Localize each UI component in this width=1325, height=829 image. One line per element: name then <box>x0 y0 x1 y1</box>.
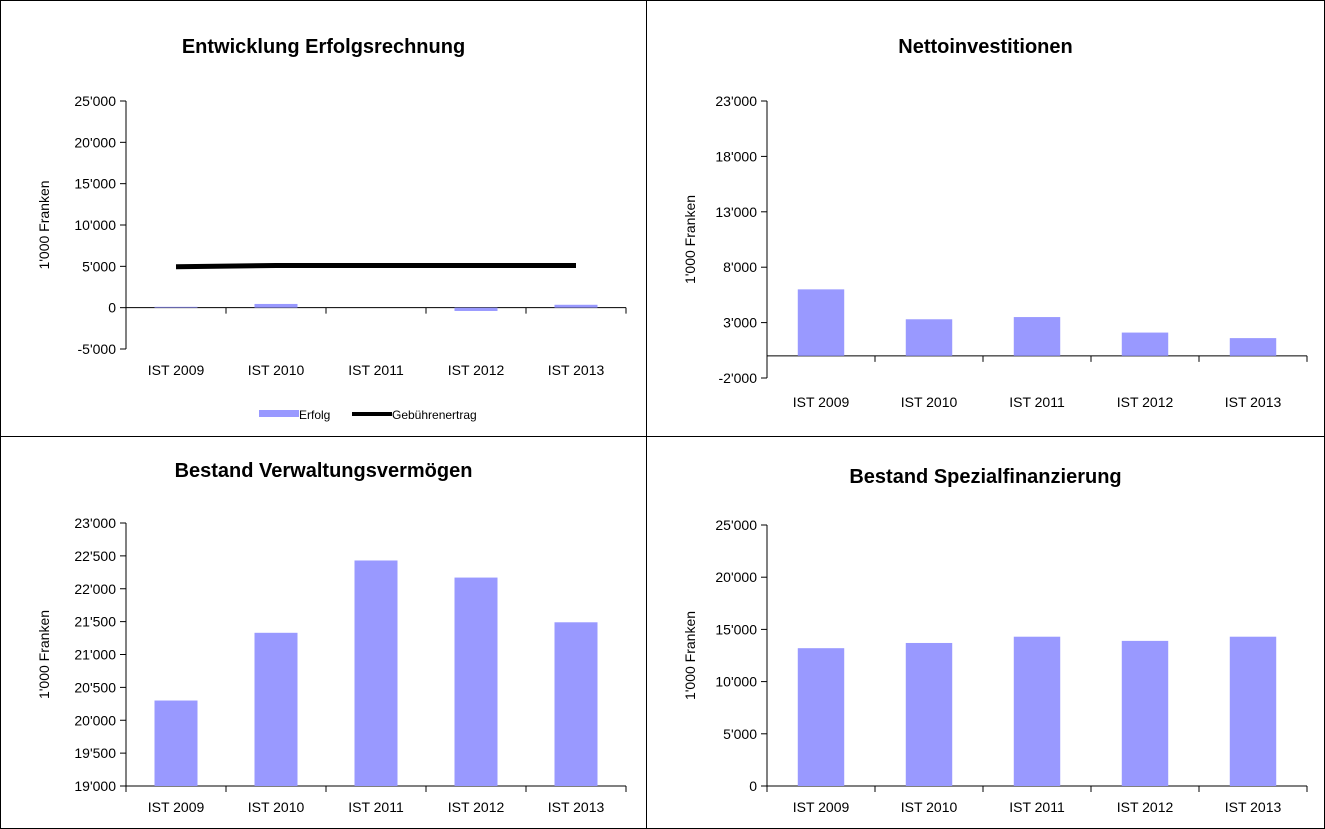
x-tick-label: IST 2011 <box>1009 394 1065 410</box>
x-tick-label: IST 2012 <box>448 799 505 815</box>
x-tick-label: IST 2010 <box>901 799 958 815</box>
legend-label: Gebührenertrag <box>392 408 477 422</box>
y-axis-label: 1'000 Franken <box>36 610 52 699</box>
bar <box>1013 636 1061 786</box>
y-tick-label: 20'000 <box>74 712 116 728</box>
y-tick-label: 18'000 <box>715 148 757 164</box>
series-line <box>175 263 576 270</box>
bar <box>1013 317 1061 356</box>
y-tick-label: 22'000 <box>74 581 116 597</box>
bar <box>154 306 198 308</box>
y-axis-label: 1'000 Franken <box>682 195 698 284</box>
legend-swatch-bar <box>259 410 299 417</box>
x-tick-label: IST 2011 <box>348 362 404 378</box>
bar <box>1229 636 1277 786</box>
x-tick-label: IST 2013 <box>1225 799 1282 815</box>
y-tick-label: 25'000 <box>715 517 757 533</box>
bar <box>254 632 298 786</box>
y-tick-label: 20'000 <box>715 569 757 585</box>
chart-svg: Bestand Spezialfinanzierung 1'000 Franken… <box>682 466 1308 815</box>
bar <box>905 319 953 356</box>
y-axis-label: 1'000 Franken <box>682 611 698 700</box>
y-tick-label: 19'000 <box>74 778 116 794</box>
chart-title: Bestand Verwaltungsvermögen <box>175 460 473 482</box>
y-tick-label: 21'000 <box>74 647 116 663</box>
y-tick-label: 3'000 <box>723 315 757 331</box>
y-tick-label: 15'000 <box>74 176 116 192</box>
chart-svg: Entwicklung Erfolgsrechnung 1'000 Franken… <box>36 36 627 422</box>
y-tick-label: 21'500 <box>74 614 116 630</box>
chart-svg: Nettoinvestitionen 1'000 Franken -2'000 3'0… <box>682 36 1308 410</box>
y-tick-label: 10'000 <box>74 217 116 233</box>
y-tick-label: 23'000 <box>74 515 116 531</box>
x-tick-label: IST 2010 <box>248 799 305 815</box>
y-tick-label: 15'000 <box>715 621 757 637</box>
x-tick-label: IST 2012 <box>448 362 505 378</box>
chart-panel-erfolgsrechnung: Entwicklung Erfolgsrechnung 1'000 Franken… <box>0 0 647 437</box>
y-tick-label: 19'500 <box>74 745 116 761</box>
bar <box>905 642 953 786</box>
y-tick-label: 10'000 <box>715 674 757 690</box>
y-tick-label: 8'000 <box>723 259 757 275</box>
y-tick-label: 22'500 <box>74 548 116 564</box>
y-tick-label: 0 <box>108 300 116 316</box>
legend: Erfolg Gebührenertrag <box>259 408 477 422</box>
bar <box>254 303 298 308</box>
bar <box>1229 338 1277 356</box>
y-axis-label: 1'000 Franken <box>36 180 52 269</box>
bar <box>354 560 398 786</box>
x-tick-label: IST 2010 <box>248 362 305 378</box>
x-tick-label: IST 2011 <box>1009 799 1065 815</box>
chart-panel-verwaltungsvermoegen: Bestand Verwaltungsvermögen 1'000 Franken… <box>0 436 647 829</box>
y-tick-label: 23'000 <box>715 93 757 109</box>
y-tick-label: -5'000 <box>78 341 117 357</box>
bar <box>554 304 598 308</box>
y-tick-label: 25'000 <box>74 93 116 109</box>
x-tick-label: IST 2010 <box>901 394 958 410</box>
x-tick-label: IST 2009 <box>793 394 850 410</box>
x-tick-label: IST 2009 <box>148 799 205 815</box>
x-tick-label: IST 2013 <box>548 362 605 378</box>
bar <box>797 648 845 786</box>
y-tick-label: 5'000 <box>723 726 757 742</box>
y-tick-label: 20'500 <box>74 679 116 695</box>
x-tick-label: IST 2009 <box>148 362 205 378</box>
bar <box>554 622 598 786</box>
chart-title: Nettoinvestitionen <box>898 36 1072 58</box>
y-tick-label: 13'000 <box>715 204 757 220</box>
chart-panel-spezialfinanzierung: Bestand Spezialfinanzierung 1'000 Franken… <box>646 436 1325 829</box>
x-tick-label: IST 2011 <box>348 799 404 815</box>
y-tick-label: -2'000 <box>719 370 758 386</box>
chart-title: Entwicklung Erfolgsrechnung <box>182 36 465 58</box>
y-tick-label: 5'000 <box>82 258 116 274</box>
y-tick-label: 20'000 <box>74 134 116 150</box>
legend-label: Erfolg <box>299 408 330 422</box>
bar <box>454 307 498 311</box>
x-tick-label: IST 2013 <box>1225 394 1282 410</box>
x-tick-label: IST 2012 <box>1117 394 1174 410</box>
bar <box>1121 332 1169 356</box>
chart-title: Bestand Spezialfinanzierung <box>849 466 1121 488</box>
bar <box>797 289 845 356</box>
x-tick-label: IST 2009 <box>793 799 850 815</box>
bar <box>154 700 198 786</box>
chart-panel-nettoinvestitionen: Nettoinvestitionen 1'000 Franken -2'000 3'0… <box>646 0 1325 437</box>
chart-svg: Bestand Verwaltungsvermögen 1'000 Franken… <box>36 460 627 815</box>
bar <box>454 577 498 786</box>
x-tick-label: IST 2013 <box>548 799 605 815</box>
x-tick-label: IST 2012 <box>1117 799 1174 815</box>
y-tick-label: 0 <box>749 778 757 794</box>
bar <box>1121 640 1169 786</box>
